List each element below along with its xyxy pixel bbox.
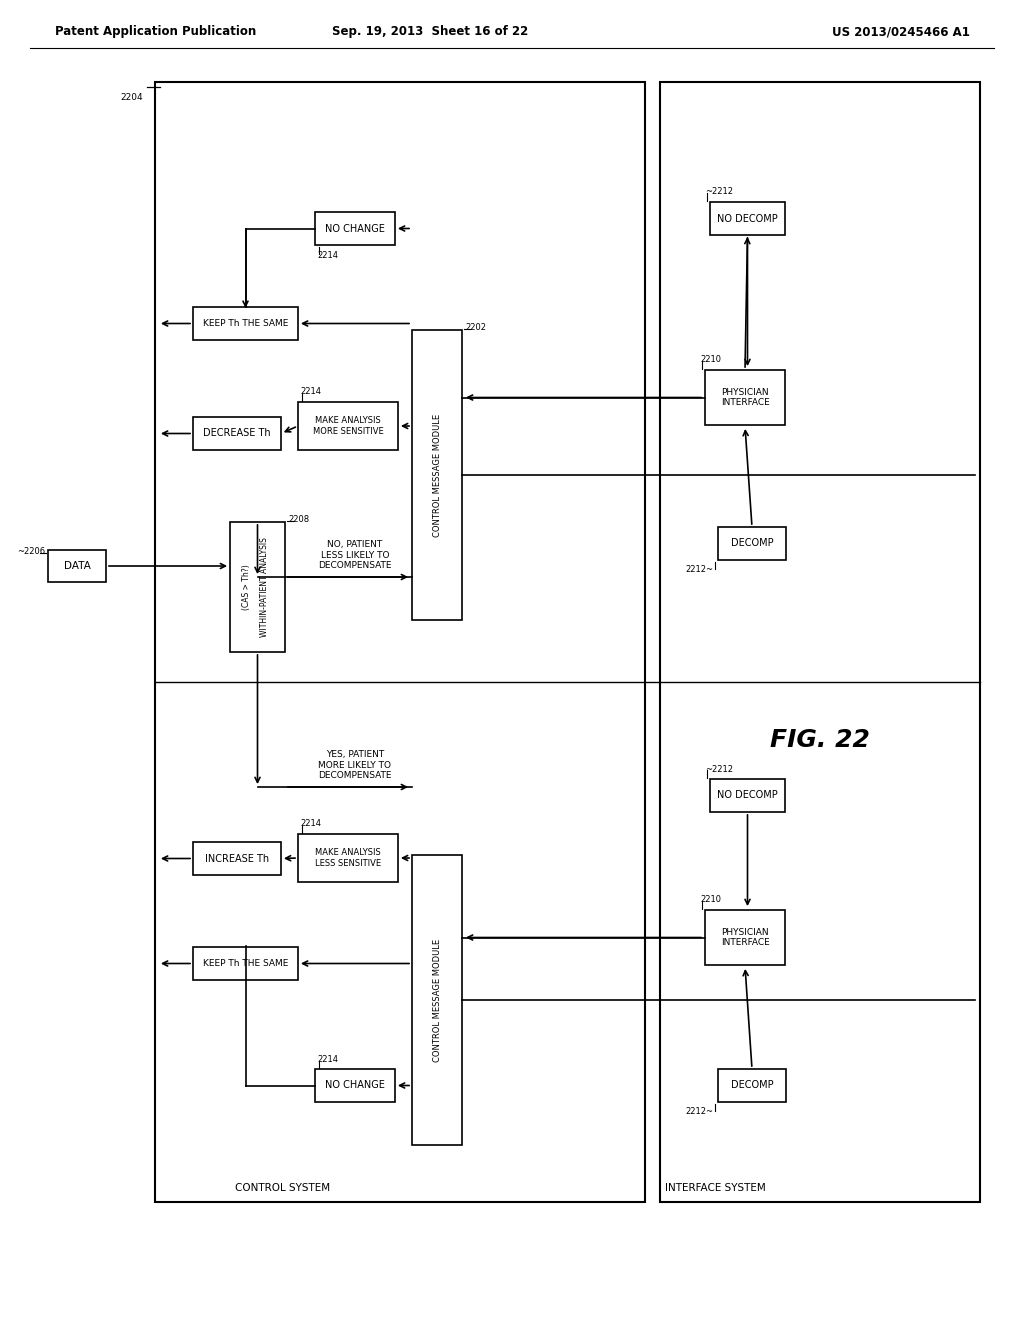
Text: 2212~: 2212~ [685, 565, 713, 574]
Text: DECREASE Th: DECREASE Th [203, 429, 270, 438]
Text: CONTROL MESSAGE MODULE: CONTROL MESSAGE MODULE [432, 413, 441, 536]
Text: 2212~: 2212~ [685, 1107, 713, 1117]
Text: 2202: 2202 [465, 323, 486, 333]
Bar [315, 1069, 395, 1102]
Text: YES, PATIENT
MORE LIKELY TO
DECOMPENSATE: YES, PATIENT MORE LIKELY TO DECOMPENSATE [318, 750, 392, 780]
Bar [230, 521, 285, 652]
Text: FIG. 22: FIG. 22 [770, 729, 870, 752]
Text: CONTROL MESSAGE MODULE: CONTROL MESSAGE MODULE [432, 939, 441, 1061]
Text: (CAS > Th?): (CAS > Th?) [242, 564, 251, 610]
Text: DECOMP: DECOMP [731, 1081, 773, 1090]
Text: NO CHANGE: NO CHANGE [325, 223, 385, 234]
Bar [315, 213, 395, 246]
Text: NO CHANGE: NO CHANGE [325, 1081, 385, 1090]
Bar [718, 1069, 786, 1102]
Bar [710, 779, 785, 812]
Text: 2214: 2214 [317, 251, 338, 260]
Text: 2214: 2214 [317, 1055, 338, 1064]
Text: INTERFACE SYSTEM: INTERFACE SYSTEM [665, 1183, 766, 1193]
Text: Patent Application Publication: Patent Application Publication [55, 25, 256, 38]
Text: PHYSICIAN
INTERFACE: PHYSICIAN INTERFACE [721, 388, 769, 407]
Bar [705, 909, 785, 965]
Text: 2204: 2204 [121, 92, 143, 102]
Text: MAKE ANALYSIS
LESS SENSITIVE: MAKE ANALYSIS LESS SENSITIVE [315, 849, 381, 867]
Bar [193, 308, 298, 341]
Bar [155, 82, 645, 1203]
Text: US 2013/0245466 A1: US 2013/0245466 A1 [833, 25, 970, 38]
Text: 2208: 2208 [288, 516, 309, 524]
Bar [193, 842, 281, 875]
Bar [718, 527, 786, 560]
Bar [412, 330, 462, 620]
Text: 2214: 2214 [300, 820, 321, 829]
Text: MAKE ANALYSIS
MORE SENSITIVE: MAKE ANALYSIS MORE SENSITIVE [312, 416, 383, 436]
Text: 2214: 2214 [300, 388, 321, 396]
Bar [298, 834, 398, 882]
Text: Sep. 19, 2013  Sheet 16 of 22: Sep. 19, 2013 Sheet 16 of 22 [332, 25, 528, 38]
Text: KEEP Th THE SAME: KEEP Th THE SAME [203, 960, 288, 968]
Bar [660, 82, 980, 1203]
Text: 2210: 2210 [700, 355, 721, 364]
Text: WITHIN-PATIENT ANALYSIS: WITHIN-PATIENT ANALYSIS [260, 537, 268, 638]
Bar [298, 403, 398, 450]
Text: PHYSICIAN
INTERFACE: PHYSICIAN INTERFACE [721, 928, 769, 948]
Bar [412, 855, 462, 1144]
Text: DATA: DATA [63, 561, 90, 572]
Bar [705, 370, 785, 425]
Text: CONTROL SYSTEM: CONTROL SYSTEM [234, 1183, 330, 1193]
Text: INCREASE Th: INCREASE Th [205, 854, 269, 863]
Text: DECOMP: DECOMP [731, 539, 773, 549]
Bar [193, 946, 298, 979]
Text: NO DECOMP: NO DECOMP [717, 214, 778, 223]
Bar [193, 417, 281, 450]
Text: ~2212: ~2212 [705, 764, 733, 774]
Text: KEEP Th THE SAME: KEEP Th THE SAME [203, 319, 288, 327]
Text: ~2206: ~2206 [16, 548, 45, 557]
Bar [48, 550, 106, 582]
Text: NO, PATIENT
LESS LIKELY TO
DECOMPENSATE: NO, PATIENT LESS LIKELY TO DECOMPENSATE [318, 540, 392, 570]
Text: ~2212: ~2212 [705, 187, 733, 197]
Text: NO DECOMP: NO DECOMP [717, 791, 778, 800]
Text: 2210: 2210 [700, 895, 721, 904]
Bar [710, 202, 785, 235]
